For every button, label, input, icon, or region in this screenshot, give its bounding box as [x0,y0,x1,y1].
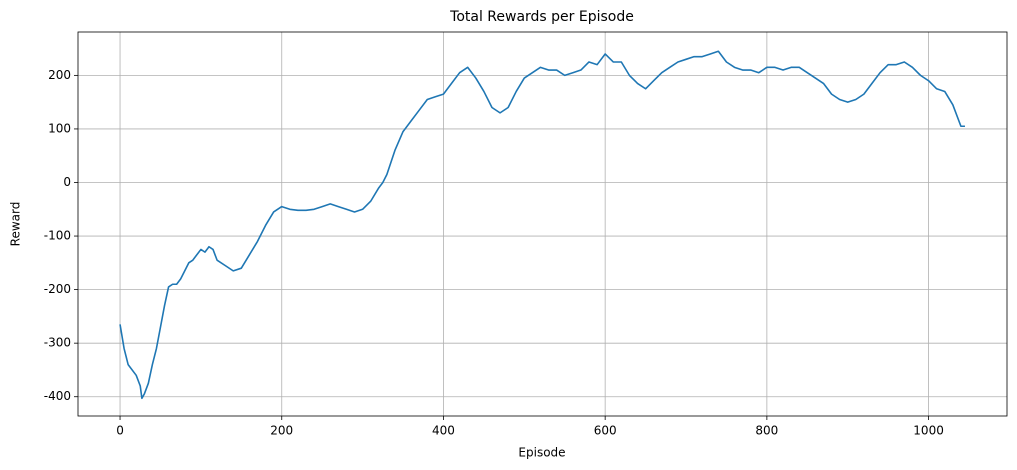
x-tick-label: 1000 [913,424,944,438]
y-tick-label: -100 [44,229,71,243]
x-tick-label: 800 [755,424,778,438]
x-tick-label: 0 [116,424,124,438]
x-tick-label: 200 [270,424,293,438]
plot-area [119,50,965,400]
chart-title: Total Rewards per Episode [449,9,634,25]
data-line [119,50,965,400]
y-tick-label: 100 [48,121,71,135]
y-tick-label: -300 [44,336,71,350]
axes-frame [77,31,1008,417]
x-axis-label: Episode [518,446,565,460]
y-tick-label: 0 [63,175,71,189]
y-tick-label: 200 [48,68,71,82]
grid [78,32,1007,416]
x-tick-label: 600 [594,424,617,438]
y-axis-label: Reward [9,202,23,247]
x-tick-label: 400 [432,424,455,438]
y-tick-label: -200 [44,282,71,296]
y-tick-label: -400 [44,389,71,403]
